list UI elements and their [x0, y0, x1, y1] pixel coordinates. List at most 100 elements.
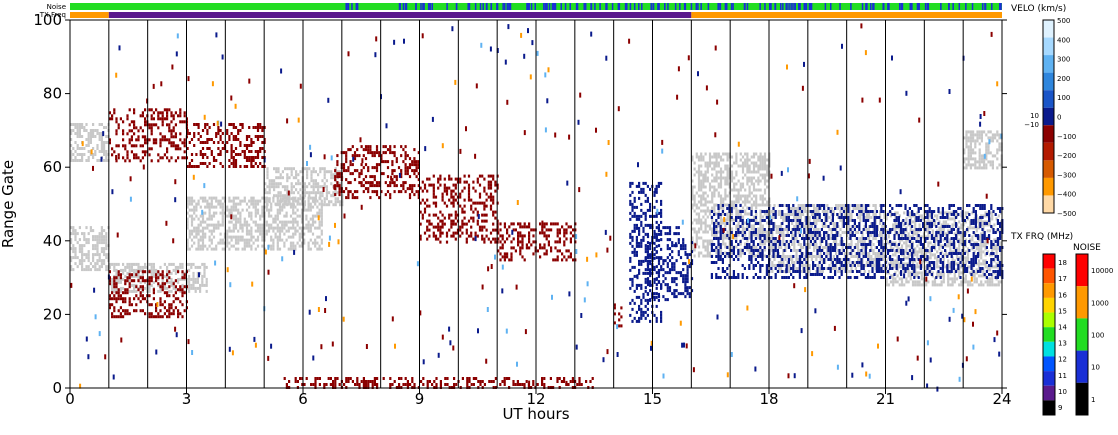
data-point [137, 288, 140, 292]
data-point [752, 224, 756, 228]
data-point [940, 229, 943, 233]
data-point [726, 203, 729, 207]
data-point [761, 194, 764, 198]
data-point [239, 211, 242, 215]
data-point [172, 286, 175, 290]
data-point [157, 289, 160, 293]
data-point [144, 297, 147, 301]
data-point [715, 221, 718, 225]
data-point [206, 129, 209, 132]
data-point [726, 167, 729, 171]
data-point [914, 223, 917, 227]
data-point [87, 256, 90, 260]
data-point [841, 249, 844, 252]
data-point [746, 176, 749, 180]
data-point [711, 221, 714, 225]
data-point [964, 214, 967, 218]
data-point [219, 162, 222, 165]
data-point [697, 173, 701, 177]
data-point [217, 241, 220, 245]
data-point [92, 256, 95, 260]
data-point [128, 129, 131, 133]
data-point [748, 164, 751, 168]
data-point [152, 262, 155, 266]
data-point [984, 211, 987, 215]
data-point [103, 153, 106, 156]
data-point [737, 191, 740, 195]
data-point [960, 226, 963, 230]
data-point [958, 247, 961, 251]
data-point [426, 177, 429, 181]
data-point [228, 235, 231, 239]
data-point [215, 132, 218, 135]
data-point [155, 309, 158, 313]
data-point [100, 229, 103, 233]
data-point [298, 226, 301, 230]
data-point [406, 169, 409, 173]
data-point [944, 232, 948, 236]
data-point [328, 191, 331, 195]
data-point [991, 217, 994, 221]
data-point [821, 222, 824, 225]
data-point [163, 286, 166, 290]
data-point [74, 150, 77, 153]
data-point [863, 252, 866, 255]
data-point [711, 233, 714, 237]
data-point [750, 203, 753, 207]
data-point [378, 196, 381, 200]
data-point [802, 264, 805, 267]
data-point [298, 232, 301, 236]
data-point [697, 212, 701, 216]
data-point [835, 204, 838, 207]
data-point [259, 226, 262, 230]
data-point [215, 135, 218, 138]
data-point [261, 226, 264, 230]
data-point [89, 132, 92, 135]
data-point [144, 138, 147, 142]
data-point [239, 238, 242, 242]
data-point [174, 147, 177, 151]
data-point [208, 217, 211, 221]
data-point [174, 159, 177, 163]
data-point [761, 227, 764, 231]
data-point [172, 282, 175, 286]
data-point [971, 283, 974, 287]
data-point [317, 185, 320, 189]
data-point [179, 108, 182, 112]
data-point [741, 176, 745, 180]
data-point [199, 214, 202, 218]
data-point [759, 203, 762, 207]
noise-mark [530, 3, 533, 10]
data-point [947, 229, 950, 233]
data-point [850, 270, 853, 273]
data-point [279, 191, 282, 195]
data-point [985, 133, 988, 137]
data-point [896, 247, 899, 251]
data-point [815, 258, 818, 261]
data-point [808, 222, 811, 225]
data-point [393, 151, 396, 155]
data-point [141, 279, 144, 283]
data-point [972, 148, 975, 152]
data-point [212, 226, 216, 230]
data-point [206, 199, 209, 203]
data-point [298, 202, 301, 206]
data-point [780, 216, 783, 219]
data-point [978, 130, 981, 134]
data-point [332, 194, 335, 198]
data-point [744, 194, 747, 198]
data-point [353, 157, 357, 161]
data-point [815, 222, 818, 225]
data-point [278, 205, 282, 209]
data-point [894, 250, 897, 254]
data-point [166, 150, 169, 154]
data-point [697, 185, 701, 189]
data-point [706, 161, 709, 165]
data-point [148, 279, 151, 283]
data-point [201, 162, 205, 165]
data-point [467, 189, 471, 193]
data-point [234, 238, 238, 242]
data-point [197, 217, 200, 221]
data-point [250, 156, 253, 159]
data-point [74, 232, 77, 236]
